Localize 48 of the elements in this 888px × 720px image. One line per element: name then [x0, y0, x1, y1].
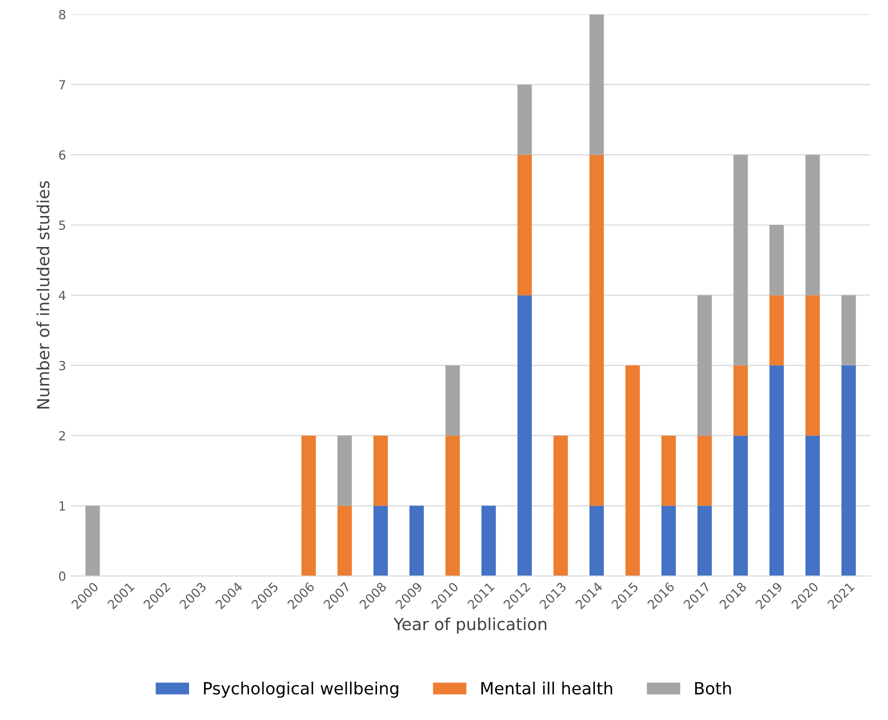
y-tick-label: 1: [60, 501, 66, 511]
bar: [589, 506, 604, 576]
legend-label: Mental ill health: [481, 682, 612, 695]
bar: [733, 436, 748, 576]
bar: [337, 436, 352, 506]
bar: [589, 14, 604, 155]
bar: [697, 506, 712, 576]
y-tick-label: 7: [59, 80, 66, 90]
y-tick-label: 3: [59, 360, 66, 370]
bar: [553, 436, 568, 576]
bar: [85, 506, 100, 576]
bar: [661, 506, 676, 576]
y-tick-label: 2: [59, 431, 65, 440]
bar: [805, 436, 820, 576]
bar: [625, 365, 640, 576]
legend-label: Psychological wellbeing: [204, 682, 398, 698]
bar: [517, 295, 532, 576]
bar: [733, 365, 748, 436]
bar: [841, 365, 856, 576]
bar: [769, 295, 784, 366]
bar: [841, 295, 856, 366]
bar: [337, 506, 352, 576]
bar: [589, 154, 604, 506]
bar: [805, 295, 820, 436]
bar: [373, 506, 388, 576]
bar: [661, 436, 676, 506]
bar: [445, 436, 460, 576]
y-tick-label: 5: [59, 220, 66, 230]
bar: [373, 436, 388, 506]
bar: [409, 506, 424, 576]
bar: [769, 225, 784, 296]
y-tick-label: 4: [58, 290, 66, 300]
bar: [697, 295, 712, 436]
y-tick-label: 6: [59, 150, 66, 160]
bar: [805, 154, 820, 296]
bar: [517, 154, 532, 296]
bar: [697, 436, 712, 506]
y-tick-label: 0: [59, 571, 66, 581]
bar: [769, 365, 784, 576]
y-tick-label: 8: [59, 10, 66, 20]
bar: [517, 84, 532, 155]
bar: [445, 365, 460, 436]
bar: [301, 436, 316, 576]
bar: [481, 506, 496, 576]
x-axis-title: Year of publication: [393, 617, 546, 634]
bar: [733, 154, 748, 366]
y-axis-title: Number of included studies: [36, 181, 50, 408]
legend-label: Both: [695, 682, 731, 695]
